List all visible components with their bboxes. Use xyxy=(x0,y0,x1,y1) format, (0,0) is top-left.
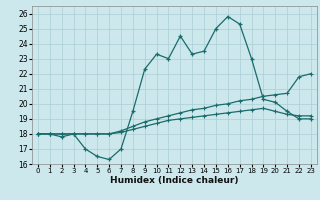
X-axis label: Humidex (Indice chaleur): Humidex (Indice chaleur) xyxy=(110,176,239,185)
